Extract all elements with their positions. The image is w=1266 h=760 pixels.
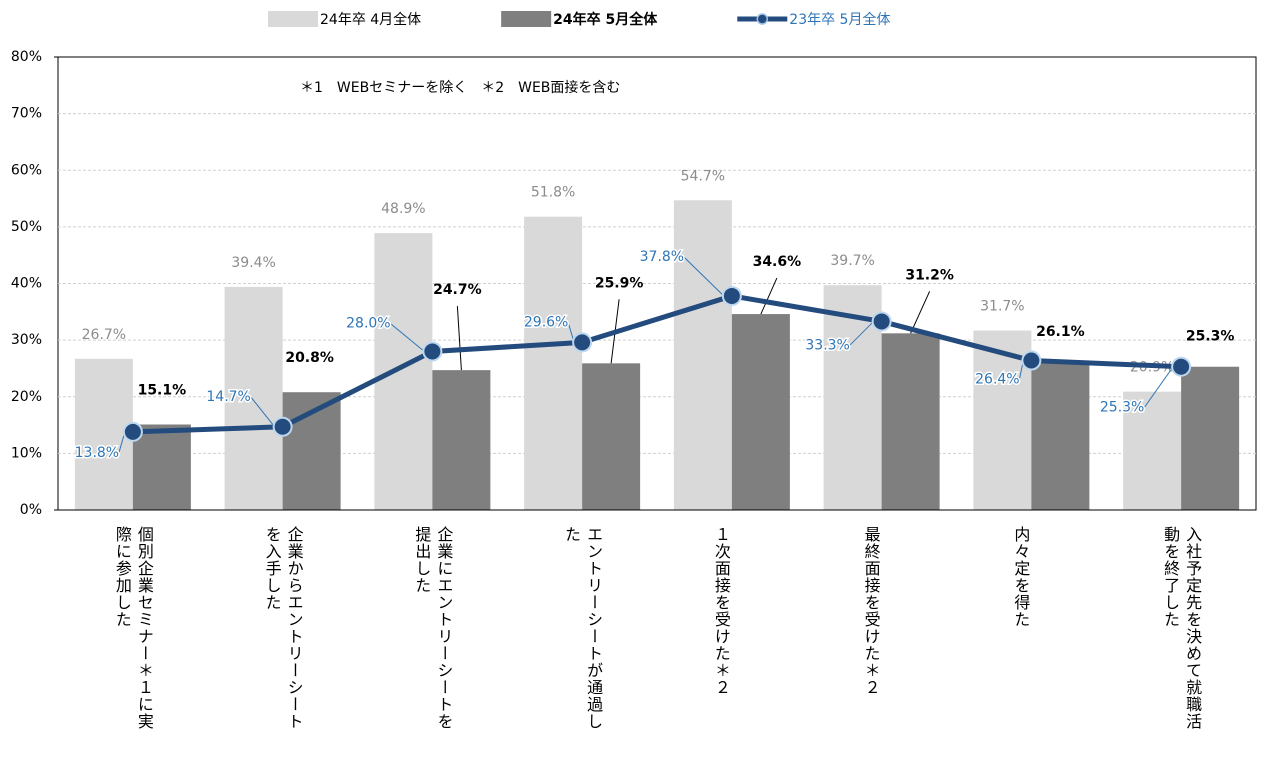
y-tick-label: 20% bbox=[11, 389, 42, 405]
x-tick-label: 内々定を得た bbox=[1011, 526, 1031, 628]
x-tick-label: 最終面接を受けた＊２ bbox=[861, 526, 881, 696]
leader-line bbox=[1143, 366, 1174, 409]
leader-line bbox=[683, 256, 725, 297]
y-tick-label: 30% bbox=[11, 332, 42, 348]
x-tick-label: 企業にエントリーシートを提出した bbox=[412, 526, 454, 730]
marker bbox=[572, 332, 593, 353]
value-label: 28.0% bbox=[346, 315, 390, 331]
legend-label: 24年卒 5月全体 bbox=[553, 11, 658, 28]
value-label: 29.6% bbox=[524, 314, 568, 330]
leader-line bbox=[760, 277, 778, 315]
bar bbox=[1181, 366, 1240, 510]
value-label: 26.4% bbox=[975, 372, 1019, 388]
marker bbox=[272, 416, 293, 437]
legend-label: 23年卒 5月全体 bbox=[789, 11, 890, 28]
x-tick-label: 個別企業セミナー＊１に実際に参加した bbox=[112, 526, 154, 730]
value-label: 25.3% bbox=[1100, 400, 1144, 416]
bar bbox=[1123, 391, 1182, 510]
bar bbox=[224, 286, 283, 510]
leader-line bbox=[250, 396, 276, 428]
marker bbox=[422, 341, 443, 362]
value-label: 26.1% bbox=[1036, 324, 1085, 340]
y-tick-label: 10% bbox=[11, 445, 42, 461]
marker bbox=[871, 311, 892, 332]
value-label: 25.3% bbox=[1186, 329, 1235, 345]
legend-swatch bbox=[501, 11, 552, 27]
bar bbox=[374, 233, 433, 510]
value-label: 14.7% bbox=[206, 389, 250, 405]
bar bbox=[432, 370, 491, 510]
value-label: 37.8% bbox=[640, 249, 684, 265]
legend-swatch bbox=[268, 11, 318, 27]
marker bbox=[122, 421, 143, 442]
x-tick-label: エントリーシートが通過した bbox=[562, 526, 604, 730]
legend-label: 24年卒 4月全体 bbox=[320, 11, 421, 28]
bar bbox=[524, 216, 583, 510]
value-label: 51.8% bbox=[531, 185, 575, 201]
x-tick-label: 企業からエントリーシートを入手した bbox=[262, 526, 304, 730]
value-label: 54.7% bbox=[681, 168, 725, 184]
value-label: 48.9% bbox=[381, 201, 425, 217]
value-label: 26.7% bbox=[82, 327, 126, 343]
marker bbox=[721, 285, 742, 306]
marker bbox=[1171, 356, 1192, 377]
bar bbox=[132, 424, 191, 510]
y-tick-label: 70% bbox=[11, 106, 42, 122]
value-label: 39.4% bbox=[231, 255, 275, 271]
leader-line bbox=[390, 323, 425, 352]
leader-line bbox=[849, 321, 874, 346]
x-tick-label: １次面接を受けた＊２ bbox=[711, 526, 731, 696]
value-label: 34.6% bbox=[753, 254, 802, 270]
value-label: 33.3% bbox=[805, 337, 849, 353]
value-label: 20.8% bbox=[285, 350, 334, 366]
value-label: 15.1% bbox=[138, 382, 187, 398]
line bbox=[132, 293, 1182, 435]
y-tick-label: 40% bbox=[11, 276, 42, 292]
annotation: ＊1 WEBセミナーを除く ＊2 WEB面接を含む bbox=[300, 79, 620, 96]
bar bbox=[582, 363, 641, 510]
value-label: 39.7% bbox=[830, 253, 874, 269]
value-label: 25.9% bbox=[595, 275, 644, 291]
y-tick-label: 50% bbox=[11, 219, 42, 235]
bar bbox=[731, 314, 790, 510]
value-label: 13.8% bbox=[75, 445, 119, 461]
y-tick-label: 0% bbox=[20, 502, 42, 518]
y-tick-label: 80% bbox=[11, 49, 42, 65]
leader-line bbox=[456, 306, 462, 371]
bar bbox=[881, 333, 940, 510]
bar bbox=[673, 200, 732, 511]
value-label: 31.2% bbox=[905, 267, 954, 283]
value-label: 24.7% bbox=[433, 282, 482, 298]
legend-swatch bbox=[756, 13, 769, 25]
y-tick-label: 60% bbox=[11, 162, 42, 178]
leader-line bbox=[910, 291, 931, 334]
value-label: 31.7% bbox=[980, 298, 1024, 314]
bar bbox=[1031, 362, 1090, 510]
x-tick-label: 入社予定先を決めて就職活動を終了した bbox=[1161, 526, 1203, 730]
marker bbox=[1021, 350, 1042, 371]
